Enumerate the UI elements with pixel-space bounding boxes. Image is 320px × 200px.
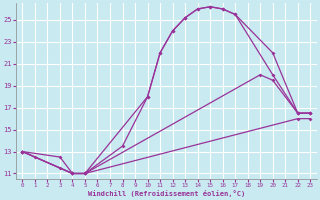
X-axis label: Windchill (Refroidissement éolien,°C): Windchill (Refroidissement éolien,°C)	[88, 190, 245, 197]
